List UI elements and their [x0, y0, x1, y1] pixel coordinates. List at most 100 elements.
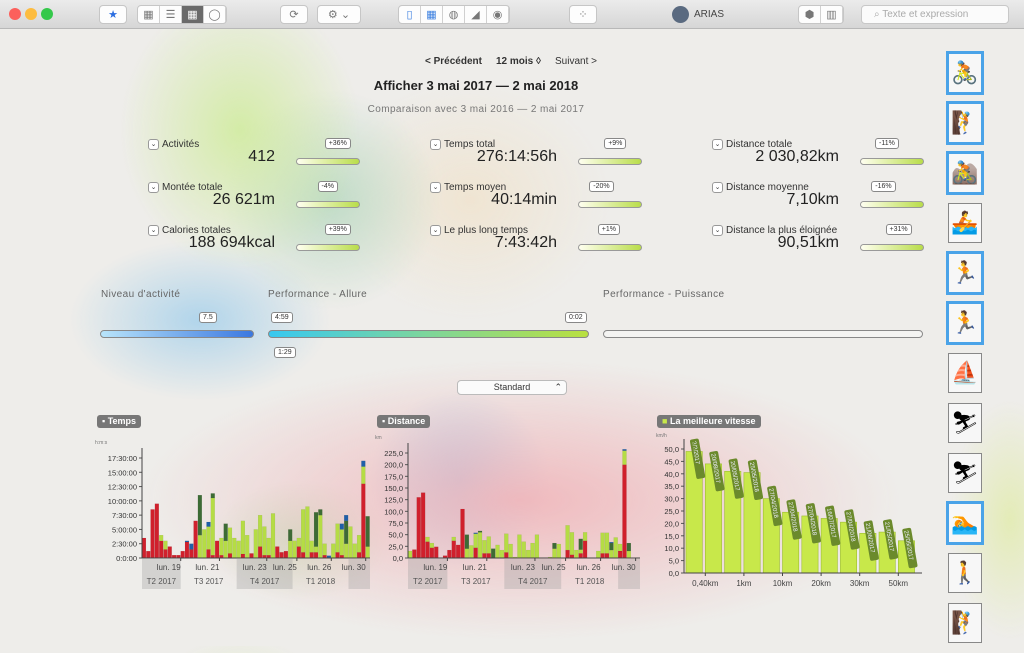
- y-tick-label: 0:0:00: [116, 554, 137, 563]
- gear-icon[interactable]: ⚙ ⌄: [317, 5, 361, 24]
- bar-chart-icon[interactable]: ▥: [821, 6, 843, 23]
- hiking-icon[interactable]: 🧗: [946, 101, 984, 145]
- zoom-button[interactable]: [41, 8, 53, 20]
- climbing-icon[interactable]: 🧗: [948, 603, 982, 643]
- stat-label[interactable]: ⌄ Calories totales: [148, 225, 231, 236]
- y-tick-label: 7:30:00: [112, 511, 137, 520]
- chevron-down-icon[interactable]: ⌄: [430, 139, 441, 150]
- y-tick-label: 2:30:00: [112, 540, 137, 549]
- swimming-icon[interactable]: 🏊: [946, 501, 984, 545]
- bar-segment: [322, 554, 327, 559]
- stat-label[interactable]: ⌄ Distance totale: [712, 139, 792, 150]
- delta-badge: +31%: [885, 224, 912, 235]
- comparison-bar: [296, 244, 360, 251]
- stat-label-text: Montée totale: [162, 182, 223, 193]
- bar-segment: [313, 512, 319, 547]
- avatar[interactable]: [672, 6, 689, 23]
- bar-segment: [521, 541, 526, 559]
- walking-icon[interactable]: 🚶: [948, 553, 982, 593]
- chevron-down-icon[interactable]: ⌄: [148, 182, 159, 193]
- running-icon[interactable]: 🏃: [946, 251, 984, 295]
- list-icon[interactable]: ☰: [160, 6, 182, 23]
- stat-label[interactable]: ⌄ Distance la plus éloignée: [712, 225, 837, 236]
- bar-segment: [227, 553, 233, 559]
- date-badge: [728, 458, 744, 499]
- bar-segment: [150, 509, 155, 559]
- chevron-down-icon[interactable]: ⌄: [148, 139, 159, 150]
- legend-temps[interactable]: ▪ Temps: [97, 415, 142, 428]
- grid-icon[interactable]: ▦: [138, 6, 160, 23]
- bar-segment: [146, 550, 151, 559]
- chevron-down-icon[interactable]: ⌄: [148, 225, 159, 236]
- delta-badge: -16%: [871, 181, 896, 192]
- eye-icon[interactable]: ◉: [487, 6, 509, 23]
- trail-running-icon[interactable]: 🏃: [946, 301, 984, 345]
- star-icon[interactable]: ★: [99, 5, 127, 24]
- bar-segment: [193, 520, 198, 559]
- bar-segment: [356, 534, 362, 553]
- sidebar-icon[interactable]: ▯: [399, 6, 421, 23]
- bar-segment: [460, 508, 465, 559]
- stat-label[interactable]: ⌄ Activités: [148, 139, 199, 150]
- skiing-icon[interactable]: ⛷: [948, 403, 982, 443]
- close-button[interactable]: [9, 8, 21, 20]
- chevron-down-icon[interactable]: ⌄: [712, 139, 723, 150]
- next-button[interactable]: Suivant >: [555, 56, 597, 67]
- chevron-down-icon[interactable]: ⌄: [430, 225, 441, 236]
- x-tick-label: lun. 19: [157, 563, 182, 572]
- comparison-bar: [578, 158, 642, 165]
- stat-label-text: Distance moyenne: [726, 182, 809, 193]
- ring-icon[interactable]: ◯: [204, 6, 226, 23]
- y-tick-label: 35,0: [664, 482, 679, 491]
- bar-segment: [626, 542, 631, 552]
- period-select[interactable]: 12 mois ◊: [496, 56, 541, 67]
- activity-level-marker: 7.5: [199, 312, 217, 323]
- y-tick-label: 10,0: [664, 544, 679, 553]
- bar-segment: [451, 536, 456, 541]
- chevron-down-icon[interactable]: ⌄: [712, 182, 723, 193]
- quarter-label: T4 2017: [518, 577, 548, 586]
- chevron-down-icon[interactable]: ⌄: [712, 225, 723, 236]
- refresh-icon[interactable]: ⟳: [280, 5, 308, 24]
- stat-label[interactable]: ⌄ Temps moyen: [430, 182, 506, 193]
- comparison-bar: [860, 158, 924, 165]
- stat-label[interactable]: ⌄ Montée totale: [148, 182, 223, 193]
- area-chart-icon[interactable]: ◢: [465, 6, 487, 23]
- bar-segment: [530, 542, 535, 559]
- date-badge: [902, 527, 918, 569]
- nordic-skiing-icon[interactable]: ⛷: [948, 453, 982, 493]
- legend-distance[interactable]: ▪ Distance: [377, 415, 431, 428]
- view-select[interactable]: Standard ⌃: [457, 380, 567, 395]
- mountain-bike-icon[interactable]: 🚵: [946, 151, 984, 195]
- quarter-band: [618, 559, 640, 589]
- sailing-icon[interactable]: ⛵: [948, 353, 982, 393]
- pace-marker[interactable]: 1:29: [274, 347, 296, 358]
- y-tick-label: 5:00:00: [112, 525, 137, 534]
- tiles-icon[interactable]: ▦: [421, 6, 443, 23]
- search-input[interactable]: ⌕ Texte et expression: [861, 5, 1009, 24]
- bar-segment: [517, 534, 522, 559]
- bar-segment: [609, 541, 614, 544]
- minimize-button[interactable]: [25, 8, 37, 20]
- chevron-down-icon[interactable]: ⌄: [430, 182, 441, 193]
- cycling-icon[interactable]: 🚴: [946, 51, 984, 95]
- calendar-icon[interactable]: ▦: [182, 6, 204, 23]
- activity-type-sidebar: 🚴 🧗 🚵 🚣 🏃 🏃 ⛵ ⛷ ⛷ 🏊 🚶 🧗: [945, 51, 984, 653]
- pace-marker[interactable]: 0:02: [565, 312, 587, 323]
- stat-value: 90,51km: [777, 234, 839, 251]
- stat-value: 412: [248, 148, 275, 165]
- stat-label[interactable]: ⌄ Distance moyenne: [712, 182, 809, 193]
- cube-icon[interactable]: ⬢: [799, 6, 821, 23]
- stat-label[interactable]: ⌄ Temps total: [430, 139, 495, 150]
- rowing-icon[interactable]: 🚣: [948, 203, 982, 243]
- footprints-icon[interactable]: ⁘: [569, 5, 597, 24]
- stat-label[interactable]: ⌄ Le plus long temps: [430, 225, 528, 236]
- previous-button[interactable]: < Précédent: [425, 56, 482, 67]
- bar-segment: [447, 549, 452, 559]
- globe-icon[interactable]: ◍: [443, 6, 465, 23]
- bar-segment: [491, 548, 496, 559]
- pace-marker[interactable]: 4:59: [271, 312, 293, 323]
- bar-segment: [504, 552, 509, 559]
- stat-label-text: Temps total: [444, 139, 496, 150]
- legend-best-speed[interactable]: ■ La meilleure vitesse: [657, 415, 761, 428]
